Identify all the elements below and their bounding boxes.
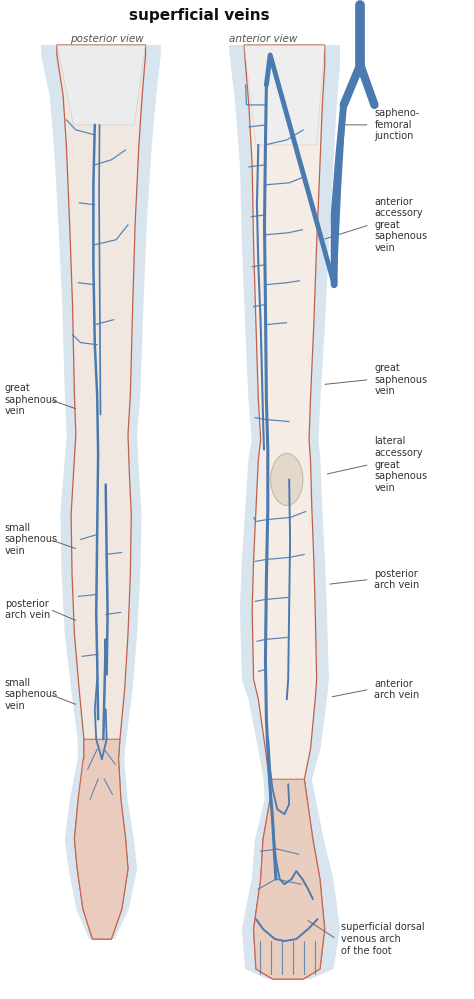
Text: small
saphenous
vein: small saphenous vein xyxy=(5,522,58,556)
Polygon shape xyxy=(57,45,146,939)
Polygon shape xyxy=(244,45,325,145)
Polygon shape xyxy=(74,739,128,939)
Polygon shape xyxy=(41,45,161,939)
Text: posterior view: posterior view xyxy=(70,34,144,44)
Ellipse shape xyxy=(271,454,303,505)
Text: posterior
arch vein: posterior arch vein xyxy=(374,568,419,590)
Text: small
saphenous
vein: small saphenous vein xyxy=(5,677,58,711)
Text: anterior
accessory
great
saphenous
vein: anterior accessory great saphenous vein xyxy=(374,197,428,253)
Polygon shape xyxy=(244,45,325,979)
Text: saphenо-
femoral
junction: saphenо- femoral junction xyxy=(374,108,419,142)
Polygon shape xyxy=(229,45,340,979)
Text: superficial dorsal
venous arch
of the foot: superficial dorsal venous arch of the fo… xyxy=(341,922,425,956)
Polygon shape xyxy=(254,779,325,979)
Text: lateral
accessory
great
saphenous
vein: lateral accessory great saphenous vein xyxy=(374,437,428,493)
Text: superficial veins: superficial veins xyxy=(129,8,269,23)
Text: anterior
arch vein: anterior arch vein xyxy=(374,678,419,700)
Text: anterior view: anterior view xyxy=(229,34,297,44)
Text: posterior
arch vein: posterior arch vein xyxy=(5,598,50,620)
Polygon shape xyxy=(57,45,146,125)
Text: great
saphenous
vein: great saphenous vein xyxy=(374,363,428,397)
Text: great
saphenous
vein: great saphenous vein xyxy=(5,383,58,417)
